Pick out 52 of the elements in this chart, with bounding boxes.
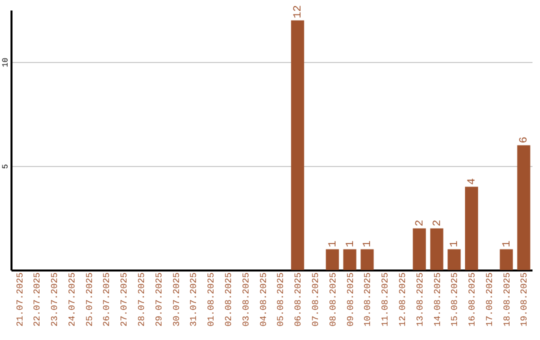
x-tick-label: 21.07.2025 xyxy=(15,272,26,327)
x-tick-label: 31.07.2025 xyxy=(189,272,200,327)
x-tick-label: 02.08.2025 xyxy=(224,272,234,327)
bar xyxy=(412,228,426,270)
bar xyxy=(517,145,530,270)
x-tick-label: 27.07.2025 xyxy=(120,272,130,327)
data-label: 1 xyxy=(501,240,514,248)
x-tick-label: 24.07.2025 xyxy=(67,272,78,327)
x-tick-label: 08.08.2025 xyxy=(328,272,338,327)
x-tick-label: 26.07.2025 xyxy=(102,272,112,327)
data-label: 1 xyxy=(344,240,357,248)
x-tick-label: 05.08.2025 xyxy=(276,272,286,327)
x-tick-label: 25.07.2025 xyxy=(84,272,95,327)
x-tick-label: 17.08.2025 xyxy=(484,272,495,327)
x-tick-label: 04.08.2025 xyxy=(258,272,269,327)
x-tick-label: 13.08.2025 xyxy=(415,272,426,327)
data-label: 12 xyxy=(292,5,305,18)
x-tick-label: 14.08.2025 xyxy=(432,272,443,327)
y-tick-label: 10 xyxy=(2,58,10,68)
x-tick-label: 01.08.2025 xyxy=(206,272,217,327)
x-tick-label: 18.08.2025 xyxy=(502,272,512,327)
x-tick-label: 23.07.2025 xyxy=(50,272,60,327)
bar xyxy=(326,249,339,270)
data-label: 6 xyxy=(518,136,531,144)
x-tick-label: 12.08.2025 xyxy=(398,272,408,327)
bar xyxy=(500,249,513,270)
bar xyxy=(448,249,461,270)
bar xyxy=(430,228,444,270)
x-tick-label: 03.08.2025 xyxy=(241,272,252,327)
bar xyxy=(343,249,356,270)
x-tick-label: 28.07.2025 xyxy=(137,272,148,327)
y-tick-label: 5 xyxy=(2,164,10,169)
x-tick-label: 09.08.2025 xyxy=(346,272,356,327)
x-tick-label: 15.08.2025 xyxy=(450,272,460,327)
x-tick-label: 29.07.2025 xyxy=(154,272,164,327)
x-tick-label: 22.07.2025 xyxy=(32,272,43,327)
data-label: 2 xyxy=(432,220,444,226)
data-label: 1 xyxy=(362,240,374,248)
data-label: 1 xyxy=(327,240,340,248)
x-tick-label: 10.08.2025 xyxy=(363,272,374,327)
x-tick-label: 19.08.2025 xyxy=(520,272,530,327)
bar xyxy=(465,186,478,270)
x-tick-label: 16.08.2025 xyxy=(468,272,478,327)
data-label: 2 xyxy=(414,220,426,226)
data-label: 1 xyxy=(449,240,462,248)
x-tick-label: 07.08.2025 xyxy=(310,272,321,327)
x-tick-label: 30.07.2025 xyxy=(172,272,182,327)
data-label: 4 xyxy=(466,178,479,185)
bar xyxy=(291,20,304,270)
x-tick-label: 06.08.2025 xyxy=(294,272,304,327)
bar xyxy=(360,249,374,270)
x-tick-label: 11.08.2025 xyxy=(380,272,391,327)
